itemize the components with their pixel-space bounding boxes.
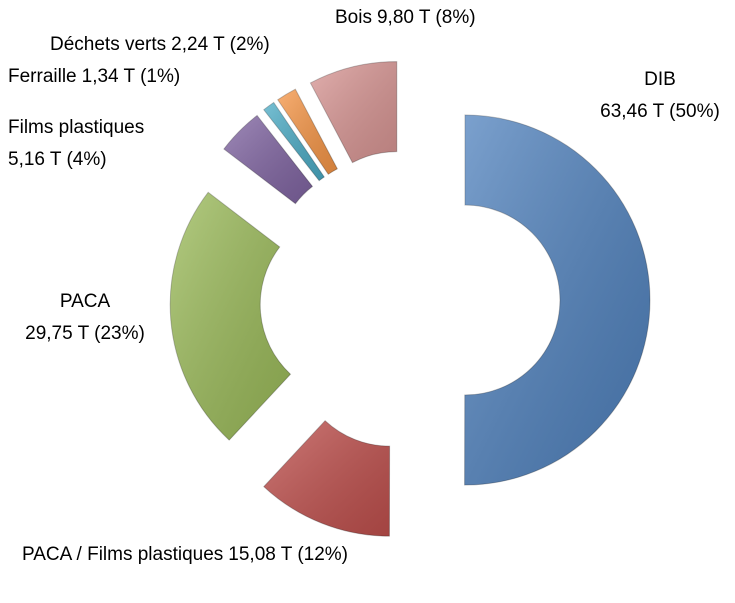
donut-slice: [263, 420, 391, 537]
slice-label-name: Bois: [335, 7, 372, 28]
donut-slice: [464, 114, 651, 486]
donut-slice: [169, 191, 292, 441]
slice-label-name: Ferraille: [8, 66, 77, 87]
slice-label-value: 5,16 T (4%): [8, 149, 107, 170]
slice-label-value: 9,80 T (8%): [377, 7, 476, 28]
slice-label-value: 2,24 T (2%): [171, 34, 270, 55]
slice-label-name: PACA: [60, 291, 111, 312]
slice-label-value: 1,34 T (1%): [82, 66, 181, 87]
slice-label: Ferraille 1,34 T (1%): [8, 66, 180, 87]
slice-label: Déchets verts 2,24 T (2%): [50, 34, 270, 55]
slice-label-name: DIB: [644, 69, 676, 90]
slice-label-name: Déchets verts: [50, 34, 166, 55]
slice-label-name: Films plastiques: [8, 117, 144, 138]
slice-label: Bois 9,80 T (8%): [335, 7, 476, 28]
slice-label-value: 63,46 T (50%): [600, 101, 720, 122]
slice-label-name: PACA / Films plastiques: [22, 544, 223, 565]
slice-label-value: 15,08 T (12%): [228, 544, 348, 565]
slice-label-value: 29,75 T (23%): [25, 323, 145, 344]
slice-label: PACA / Films plastiques 15,08 T (12%): [22, 544, 348, 565]
